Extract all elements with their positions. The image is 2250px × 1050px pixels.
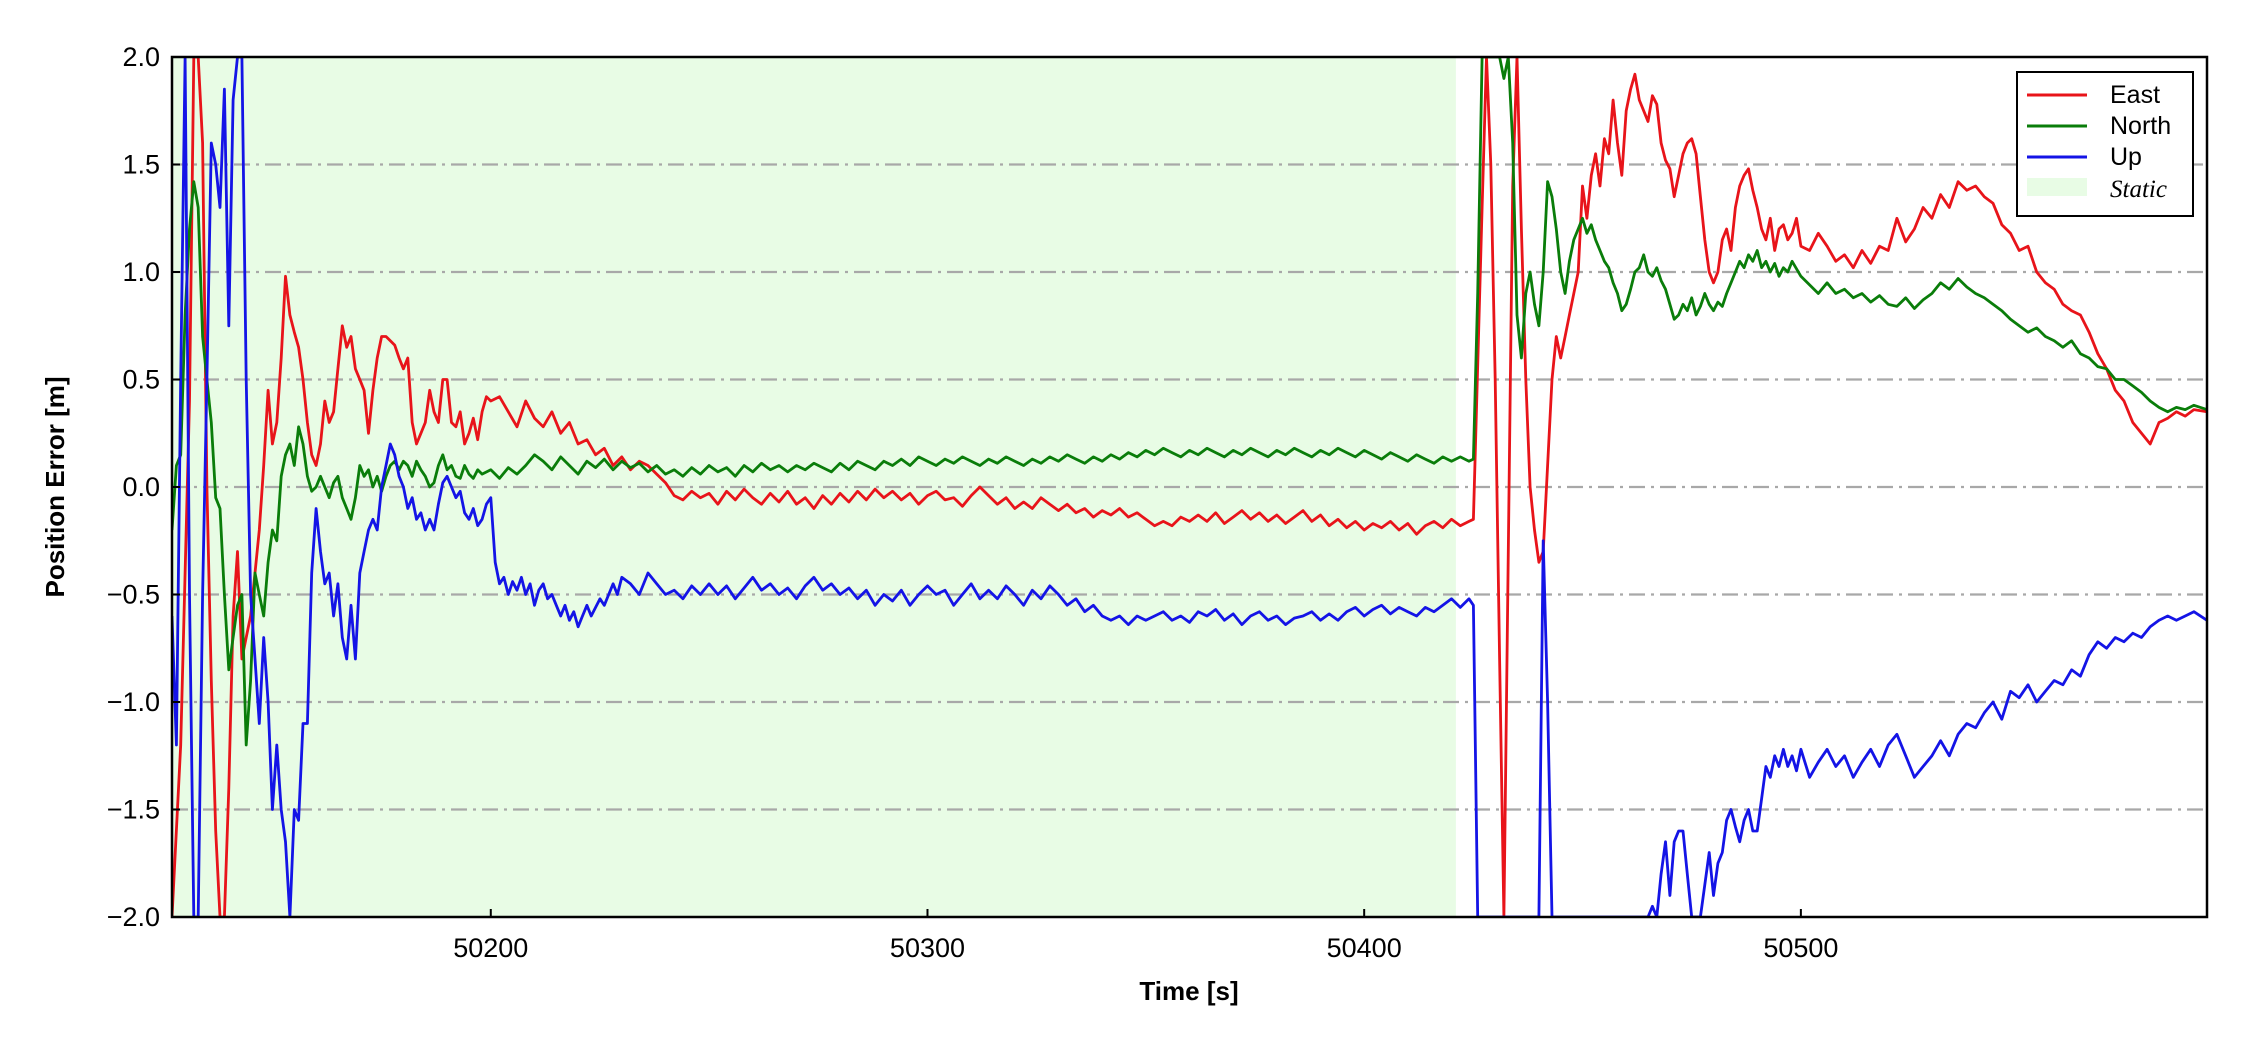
y-tick-label-2: −2.0 xyxy=(107,902,160,932)
y-tick-label-1-5: −1.5 xyxy=(107,795,160,825)
series-line-north xyxy=(172,57,2207,747)
y-tick-label-0-5: 0.5 xyxy=(122,365,160,395)
y-tick-label-0: 0.0 xyxy=(122,472,160,502)
y-tick-label-1: 1.0 xyxy=(122,257,160,287)
legend-label-up: Up xyxy=(2110,143,2142,171)
x-tick-label-50300: 50300 xyxy=(890,933,965,963)
legend: East North Up Static xyxy=(2016,71,2194,217)
x-tick-label-50200: 50200 xyxy=(453,933,528,963)
y-tick-label-2: 2.0 xyxy=(122,42,160,72)
x-tick-label-50400: 50400 xyxy=(1327,933,1402,963)
legend-swatch-static xyxy=(2027,178,2087,196)
series-line-east xyxy=(172,57,2207,917)
legend-label-east: East xyxy=(2110,81,2160,109)
y-tick-label-1-5: 1.5 xyxy=(122,150,160,180)
y-tick-label-1: −1.0 xyxy=(107,687,160,717)
series-line-up xyxy=(172,57,2207,917)
y-tick-label-0-5: −0.5 xyxy=(107,580,160,610)
ticks-layer: 50200 50300 50400 50500 −2.0 −1.5 −1.0 −0.5 0.0 0… xyxy=(107,42,1839,963)
x-tick-label-50500: 50500 xyxy=(1763,933,1838,963)
x-axis-title: Time [s] xyxy=(1139,976,1238,1006)
legend-label-north: North xyxy=(2110,112,2171,140)
legend-label-static: Static xyxy=(2110,176,2167,203)
series-layer xyxy=(172,57,2207,917)
y-axis-title: Position Error [m] xyxy=(40,376,70,597)
